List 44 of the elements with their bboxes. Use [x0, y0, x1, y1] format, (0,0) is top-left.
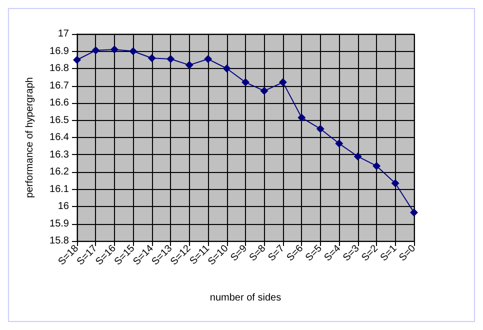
- point: [372, 162, 381, 170]
- x-tick-label: S=1: [378, 242, 400, 264]
- x-tick-label: S=6: [285, 242, 306, 264]
- x-tick-label: S=8: [248, 242, 268, 264]
- y-tick-label: 16.8: [50, 63, 70, 74]
- x-tick-label: S=4: [322, 242, 344, 264]
- y-tick-label: 15.8: [50, 236, 70, 246]
- point: [166, 55, 175, 64]
- point: [335, 140, 344, 148]
- point: [410, 208, 418, 217]
- y-tick-label: 17: [58, 28, 70, 40]
- x-tick-label: S=2: [360, 242, 381, 264]
- x-tick-label: S=5: [304, 242, 325, 264]
- point: [129, 47, 138, 56]
- y-tick-label: 16: [58, 201, 70, 212]
- point: [354, 152, 362, 160]
- point: [242, 78, 250, 86]
- point: [185, 61, 194, 70]
- y-tick-label: 15.9: [50, 218, 70, 230]
- y-tick-label: 16.1: [50, 184, 70, 195]
- point: [391, 179, 400, 188]
- point: [92, 46, 100, 54]
- x-tick-label: S=0: [397, 242, 418, 264]
- y-tick-label: 16.9: [50, 46, 70, 57]
- y-axis-title: performance of hypergraph: [24, 77, 36, 198]
- point: [148, 54, 156, 62]
- point: [204, 55, 212, 64]
- point: [316, 124, 324, 133]
- y-tick-label: 16.7: [50, 80, 70, 92]
- y-tick-label: 16.2: [50, 166, 70, 178]
- point: [298, 114, 306, 122]
- point: [110, 46, 118, 54]
- x-axis-title: number of sides: [210, 292, 282, 304]
- point: [222, 64, 231, 72]
- x-tick-label: S=3: [341, 242, 362, 264]
- point: [260, 86, 268, 95]
- y-tick-label: 16.6: [50, 98, 70, 108]
- x-tick-label: S=9: [228, 242, 250, 264]
- point: [73, 56, 81, 64]
- y-tick-label: 16.3: [50, 149, 70, 160]
- point: [278, 78, 287, 86]
- x-tick-label: S=7: [266, 242, 288, 264]
- y-tick-label: 16.5: [50, 114, 70, 126]
- y-tick-label: 16.4: [50, 132, 70, 143]
